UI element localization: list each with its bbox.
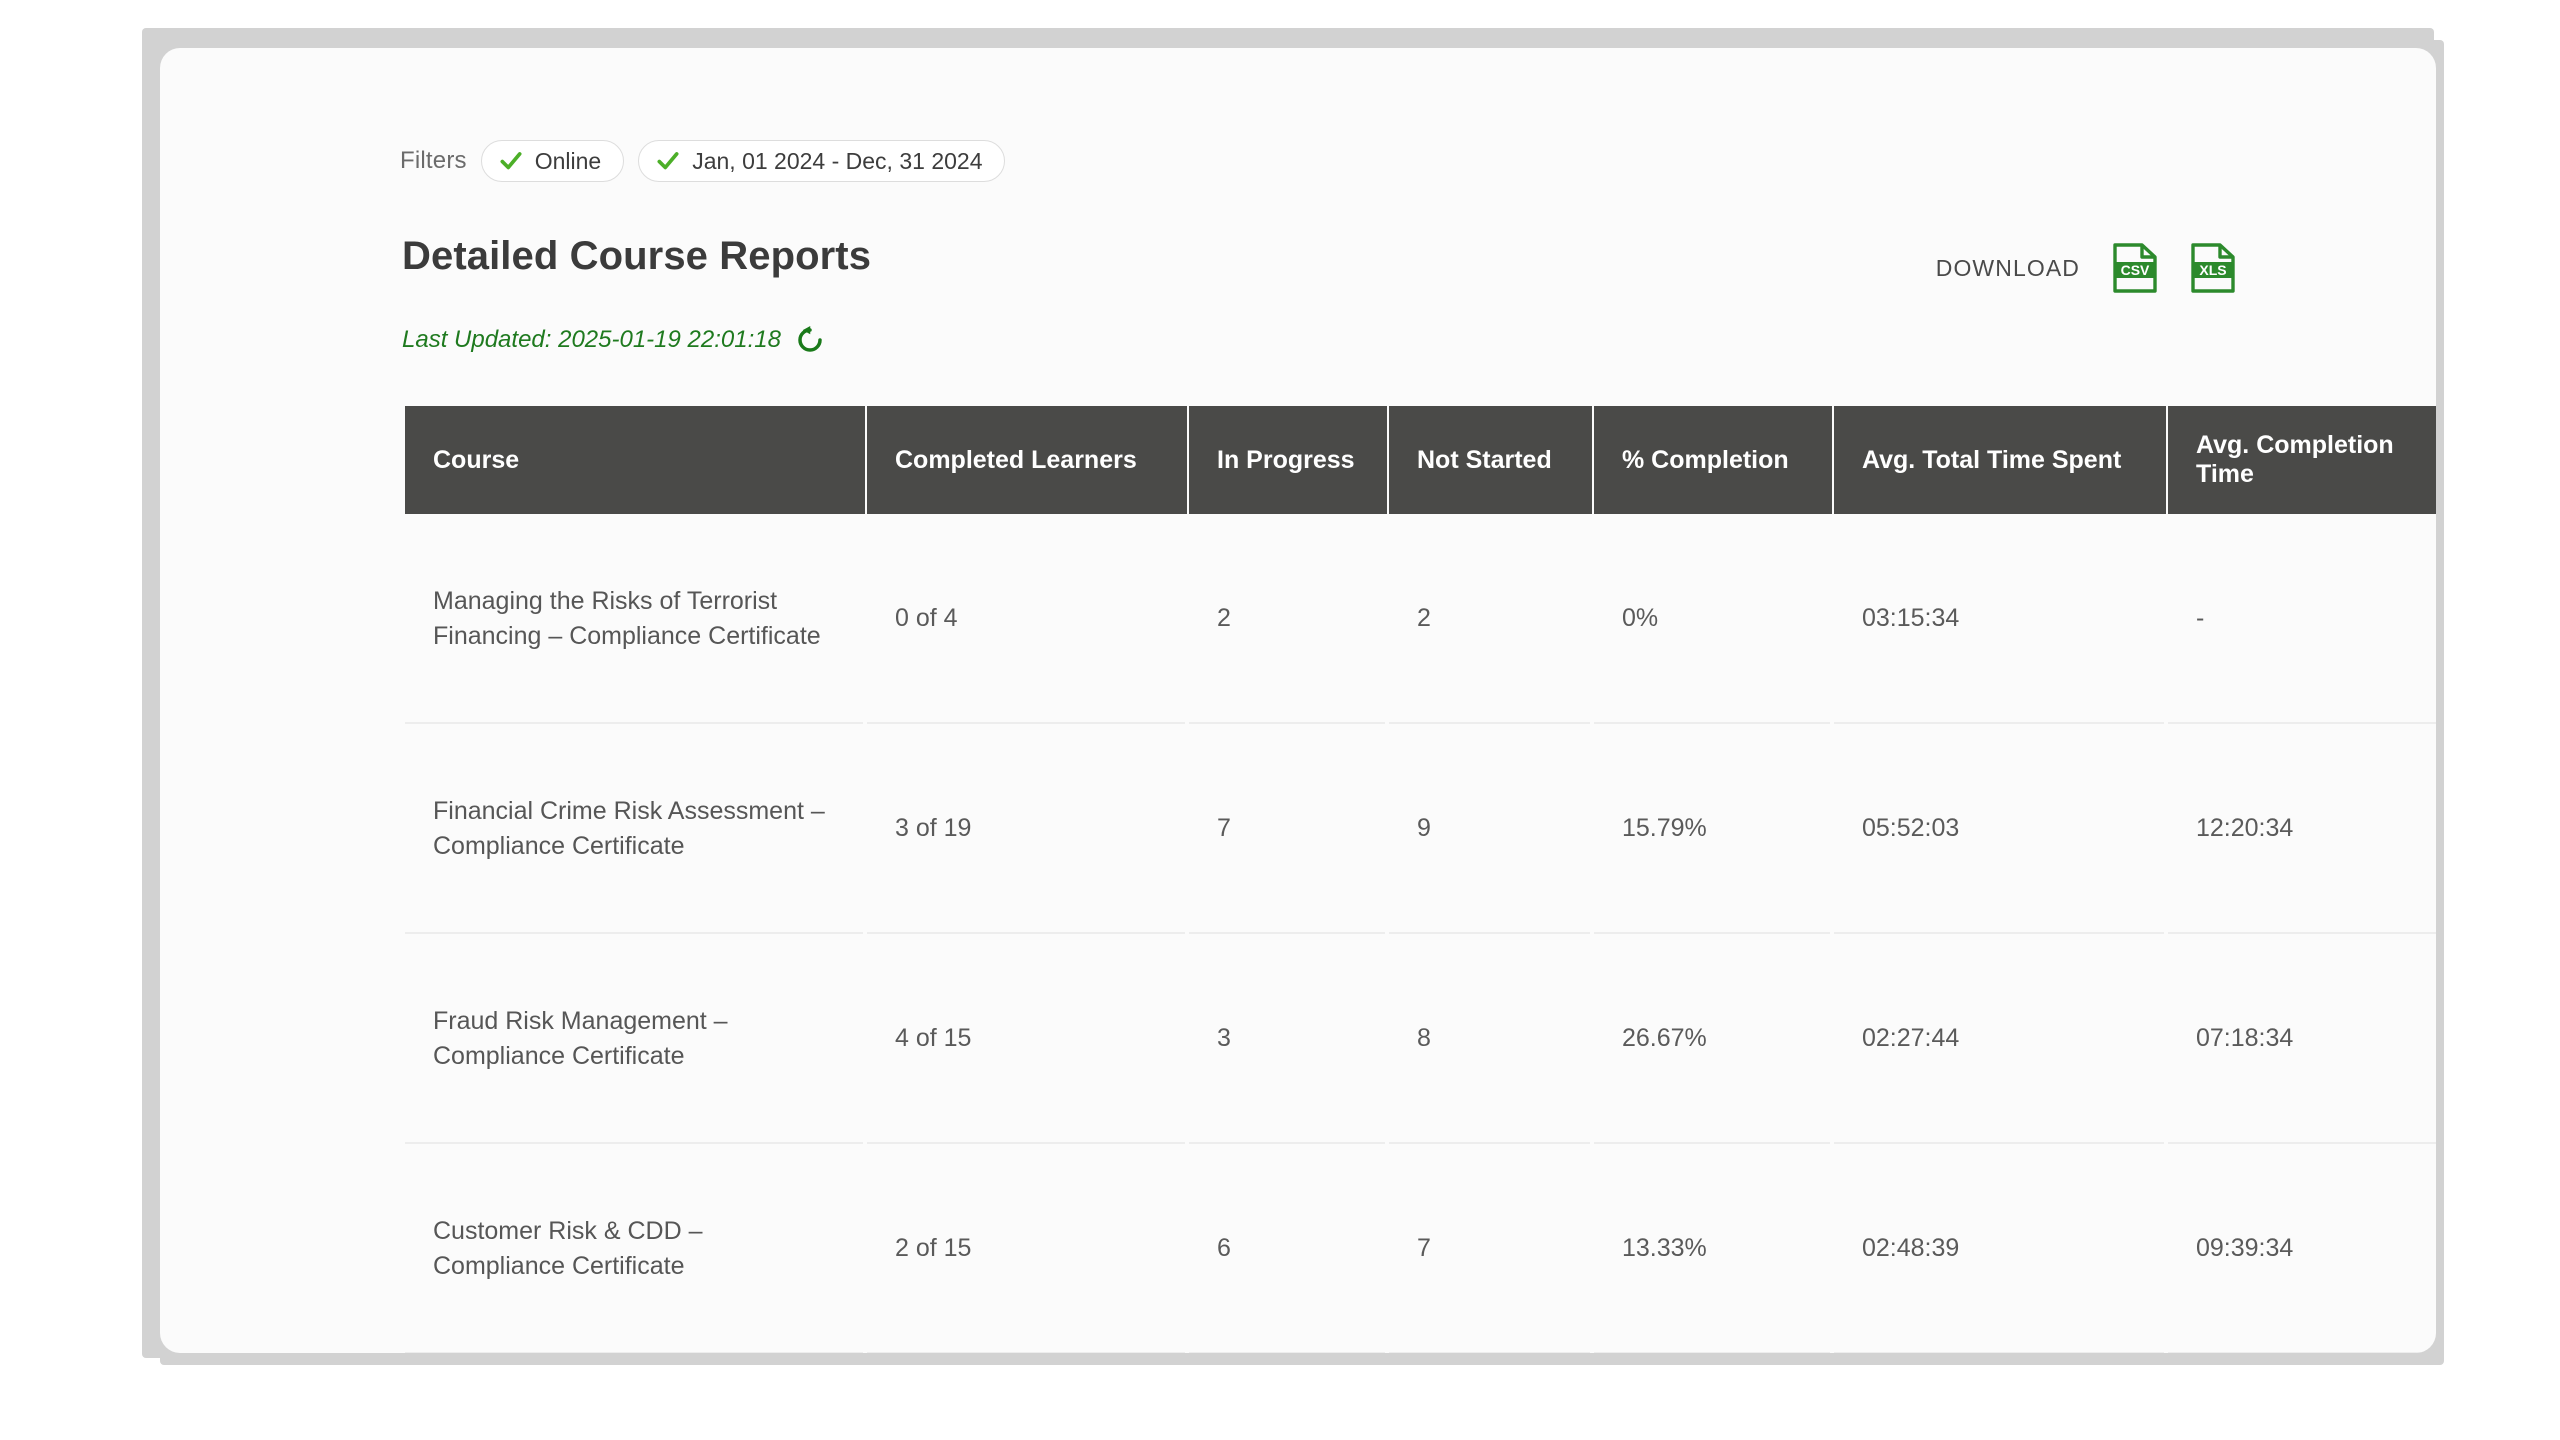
check-icon [657,152,679,170]
svg-text:XLS: XLS [2199,262,2226,278]
column-header-course[interactable]: Course [405,406,867,514]
cell-avg-completion-time: 07:18:34 [2196,1024,2294,1053]
filters-label: Filters [400,147,467,174]
row-divider [405,722,2436,724]
column-header-not-started[interactable]: Not Started [1389,406,1594,514]
cell-avg-completion-time: - [2196,604,2205,633]
cell-completed: 3 of 19 [895,814,972,843]
column-header-avg-completion-time-label: Avg. Completion Time [2196,431,2394,488]
row-divider [405,932,2436,934]
cell-course: Customer Risk & CDD – Compliance Certifi… [433,1216,703,1281]
cell-not-started: 7 [1417,1234,1431,1263]
cell-completed: 2 of 15 [895,1234,972,1263]
cell-in-progress: 6 [1217,1234,1231,1263]
filter-chip-date-range-label: Jan, 01 2024 - Dec, 31 2024 [692,147,983,174]
cell-pct-completion: 26.67% [1622,1024,1707,1053]
page-title: Detailed Course Reports [402,234,872,278]
row-divider [405,1142,2436,1144]
download-group: DOWNLOAD CSV XLS [1936,243,2236,293]
cell-in-progress: 2 [1217,604,1231,633]
cell-not-started: 8 [1417,1024,1431,1053]
svg-text:CSV: CSV [2121,262,2150,278]
last-updated-text: Last Updated: 2025-01-19 22:01:18 [402,326,781,353]
report-card: Filters Online Jan, 01 2024 - Dec, 31 20… [160,48,2436,1353]
filter-chip-date-range[interactable]: Jan, 01 2024 - Dec, 31 2024 [638,140,1006,182]
cell-avg-total-time: 02:27:44 [1862,1024,1960,1053]
filter-chip-online-label: Online [534,147,602,174]
refresh-icon[interactable] [795,325,825,355]
detailed-course-reports-table: Course Completed Learners In Progress No… [405,406,2436,1353]
table-row[interactable]: Financial Crime Risk Assessment – Compli… [405,724,2436,934]
cell-not-started: 9 [1417,814,1431,843]
column-header-in-progress[interactable]: In Progress [1189,406,1389,514]
xls-file-icon: XLS [2191,243,2235,293]
last-updated-block: Last Updated: 2025-01-19 22:01:18 [402,325,825,355]
column-header-completed-learners[interactable]: Completed Learners [867,406,1189,514]
cell-avg-completion-time: 09:39:34 [2196,1234,2294,1263]
table-row[interactable]: Managing the Risks of Terrorist Financin… [405,514,2436,724]
table-row[interactable]: Fraud Risk Management – Compliance Certi… [405,934,2436,1144]
cell-in-progress: 7 [1217,814,1231,843]
csv-file-icon: CSV [2113,243,2157,293]
column-header-avg-total-time-spent[interactable]: Avg. Total Time Spent [1834,406,2168,514]
row-divider [405,1352,2436,1353]
cell-not-started: 2 [1417,604,1431,633]
cell-avg-completion-time: 12:20:34 [2196,814,2294,843]
filter-chip-online[interactable]: Online [480,140,625,182]
cell-pct-completion: 13.33% [1622,1234,1707,1263]
download-csv-button[interactable]: CSV [2112,243,2158,293]
cell-avg-total-time: 03:15:34 [1862,604,1960,633]
cell-pct-completion: 0% [1622,604,1659,633]
download-label: DOWNLOAD [1935,254,2080,281]
table-header-row: Course Completed Learners In Progress No… [405,406,2436,514]
table-row[interactable]: Customer Risk & CDD – Compliance Certifi… [405,1144,2436,1353]
cell-course: Financial Crime Risk Assessment – Compli… [433,796,825,861]
check-icon [500,152,522,170]
cell-completed: 0 of 4 [895,604,958,633]
column-header-pct-completion[interactable]: % Completion [1594,406,1834,514]
cell-in-progress: 3 [1217,1024,1231,1053]
filters-bar: Filters Online Jan, 01 2024 - Dec, 31 20… [400,140,1006,182]
cell-course: Managing the Risks of Terrorist Financin… [433,586,821,651]
cell-avg-total-time: 02:48:39 [1862,1234,1960,1263]
cell-completed: 4 of 15 [895,1024,972,1053]
cell-course: Fraud Risk Management – Compliance Certi… [433,1006,728,1071]
column-header-avg-completion-time[interactable]: Avg. Completion Time [2168,406,2436,514]
download-xls-button[interactable]: XLS [2190,243,2236,293]
cell-avg-total-time: 05:52:03 [1862,814,1960,843]
cell-pct-completion: 15.79% [1622,814,1707,843]
